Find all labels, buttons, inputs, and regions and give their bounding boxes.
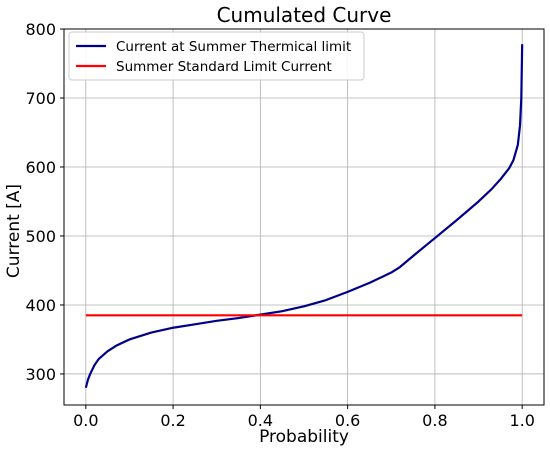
plot-frame [63,28,545,406]
y-tick-label: 800 [25,20,56,39]
y-tick-label: 400 [25,296,56,315]
x-tick-label: 0.8 [422,411,447,430]
legend-frame [68,31,365,81]
legend: Current at Summer Thermical limit Summer… [68,31,365,81]
x-tick-label: 0.2 [160,411,185,430]
y-tick-label: 300 [25,365,56,384]
x-tick-label: 0.4 [248,411,273,430]
x-tick-label: 1.0 [509,411,534,430]
y-tick-label: 500 [25,227,56,246]
legend-label-0: Current at Summer Thermical limit [116,39,351,55]
y-tick-label: 700 [25,89,56,108]
x-axis-label: Probability [259,427,349,447]
series-layer [84,44,524,389]
y-axis-label: Current [A] [4,184,24,278]
chart-title: Cumulated Curve [217,3,392,27]
series-line-0 [84,44,524,389]
y-axis-ticks: 300 400 500 600 700 800 [25,20,64,384]
x-axis-ticks: 0.0 0.2 0.4 0.6 0.8 1.0 [73,405,535,430]
legend-label-1: Summer Standard Limit Current [116,59,332,75]
x-tick-label: 0.6 [335,411,360,430]
x-tick-label: 0.0 [73,411,98,430]
y-tick-label: 600 [25,158,56,177]
grid [64,28,544,405]
